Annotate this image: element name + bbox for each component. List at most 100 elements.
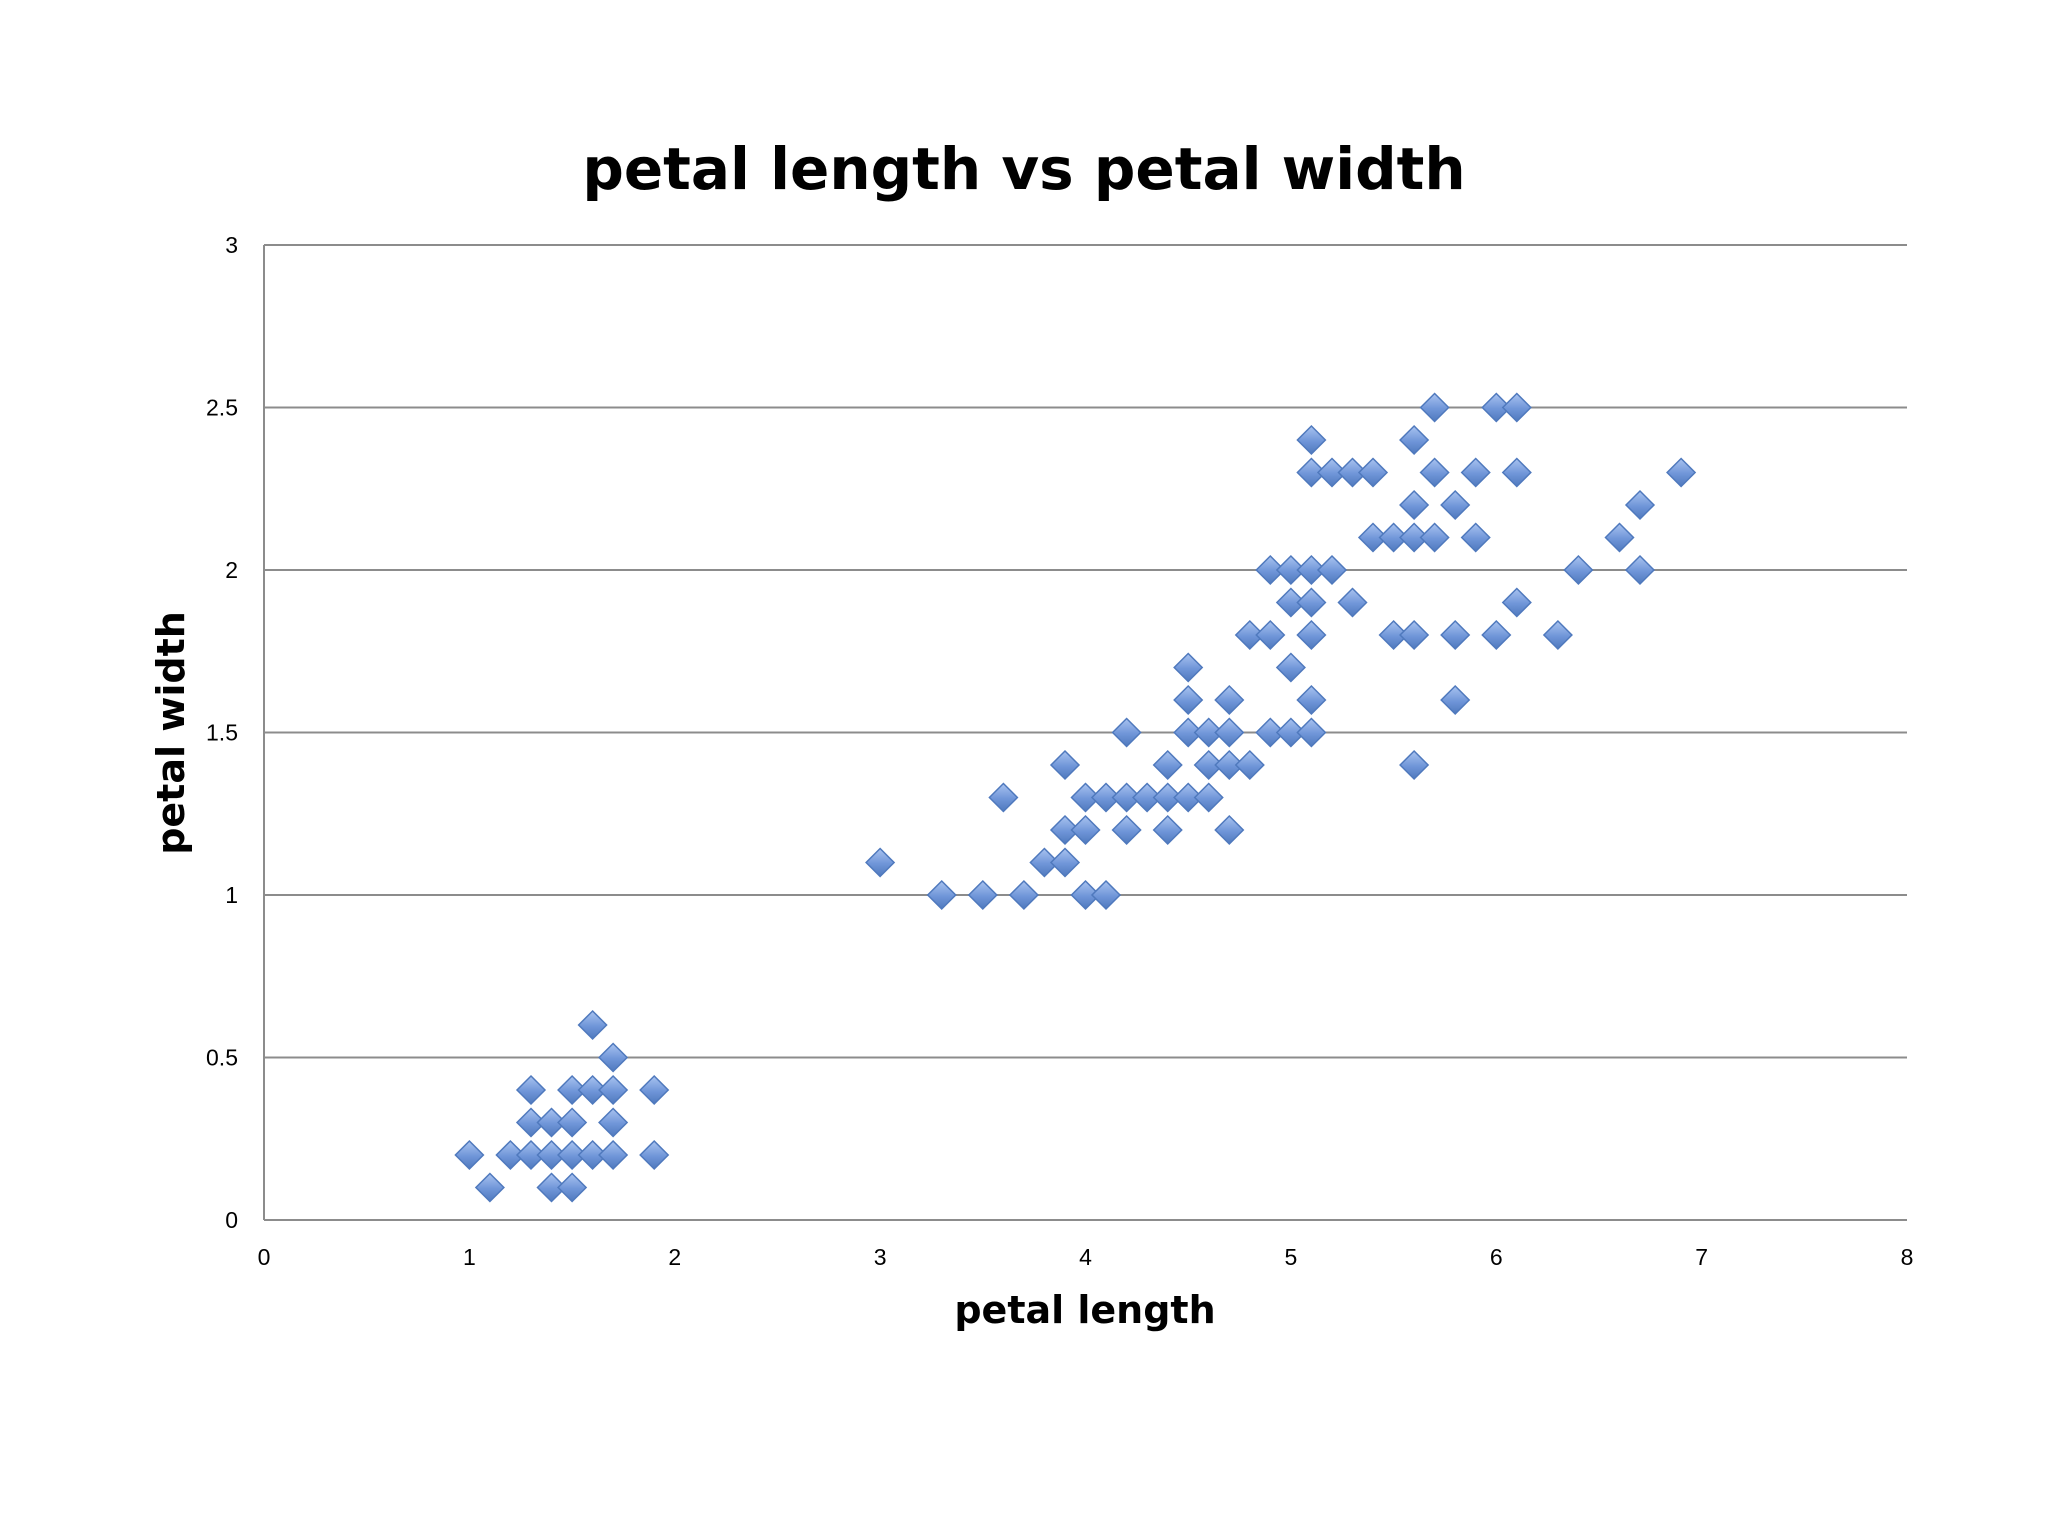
data-point [1501, 587, 1532, 618]
data-point [1049, 814, 1081, 846]
data-point [1296, 717, 1327, 748]
data-point [1111, 814, 1142, 846]
y-tick-label: 1.5 [206, 720, 238, 746]
data-point [1399, 619, 1430, 651]
data-point [557, 1107, 588, 1138]
data-point [1501, 392, 1532, 423]
data-point [1296, 457, 1327, 488]
data-point [1111, 717, 1142, 748]
data-point [1378, 619, 1409, 651]
data-point [1152, 749, 1183, 781]
data-point [1296, 619, 1327, 651]
data-point [1563, 554, 1594, 586]
data-point [1152, 814, 1183, 846]
data-point [1090, 879, 1122, 911]
data-point [1090, 782, 1122, 813]
x-tick-label: 7 [1695, 1244, 1708, 1270]
data-point [1399, 522, 1430, 553]
x-tick-labels: 0 1 2 3 4 5 6 7 8 [258, 1244, 1914, 1270]
data-point [1049, 847, 1081, 878]
data-point [474, 1172, 505, 1203]
data-point [1275, 652, 1306, 683]
data-point [1624, 489, 1656, 521]
data-point [1337, 587, 1368, 618]
data-point [577, 1074, 608, 1106]
data-point [1070, 814, 1101, 846]
x-tick-label: 8 [1901, 1244, 1914, 1270]
y-tick-label: 1 [225, 882, 238, 908]
data-point [1255, 619, 1286, 651]
data-point [639, 1139, 670, 1171]
data-point [1070, 879, 1101, 911]
data-point [1275, 587, 1306, 618]
x-tick-label: 2 [668, 1244, 681, 1270]
data-point [1029, 847, 1060, 878]
data-point [1214, 749, 1245, 781]
data-points [454, 392, 1697, 1203]
data-point [454, 1139, 485, 1171]
data-point [1234, 749, 1265, 781]
data-point [515, 1074, 547, 1106]
data-point [1173, 782, 1204, 813]
data-point [1378, 522, 1409, 553]
y-tick-labels: 0 0.5 1 1.5 2 2.5 3 [206, 232, 238, 1233]
data-point [1542, 619, 1573, 651]
data-point [1460, 522, 1491, 553]
data-point [577, 1009, 608, 1041]
data-point [1049, 749, 1081, 781]
data-point [1173, 717, 1204, 748]
data-point [1399, 489, 1430, 521]
data-point [536, 1107, 567, 1138]
data-point [865, 847, 896, 878]
data-point [1440, 489, 1471, 521]
data-point [1255, 554, 1286, 586]
y-axis-label: petal width [149, 611, 193, 855]
data-point [1132, 782, 1163, 813]
data-point [1296, 684, 1327, 716]
data-point [1193, 782, 1224, 813]
data-point [1296, 554, 1327, 586]
y-tick-label: 2.5 [206, 395, 238, 421]
data-point [598, 1107, 629, 1138]
x-tick-label: 6 [1490, 1244, 1503, 1270]
data-point [1357, 457, 1389, 488]
data-point [1296, 587, 1327, 618]
data-point [1337, 457, 1368, 488]
data-point [1316, 554, 1348, 586]
data-point [1111, 782, 1142, 813]
data-point [598, 1042, 629, 1073]
x-tick-label: 1 [463, 1244, 476, 1270]
x-tick-label: 3 [874, 1244, 887, 1270]
data-point [1316, 457, 1348, 488]
data-point [1255, 717, 1286, 748]
data-point [1070, 782, 1101, 813]
data-point [988, 782, 1019, 813]
data-point [557, 1139, 588, 1171]
data-point [1481, 619, 1512, 651]
data-point [557, 1172, 588, 1203]
data-point [1214, 814, 1245, 846]
data-point [1419, 392, 1450, 423]
data-point [536, 1172, 567, 1203]
data-point [1399, 424, 1430, 456]
data-point [557, 1074, 588, 1106]
data-point [536, 1139, 567, 1171]
data-point [1193, 749, 1224, 781]
data-point [1399, 749, 1430, 781]
data-point [926, 879, 957, 911]
data-point [1624, 554, 1656, 586]
data-point [515, 1107, 547, 1138]
x-axis-label: petal length [954, 1288, 1215, 1332]
data-point [1604, 522, 1635, 553]
data-point [1460, 457, 1491, 488]
y-tick-label: 0.5 [206, 1045, 238, 1071]
y-tick-label: 2 [225, 557, 238, 583]
data-point [495, 1139, 526, 1171]
gridlines [264, 244, 1907, 1059]
y-tick-label: 0 [225, 1207, 238, 1233]
data-point [1275, 554, 1306, 586]
data-point [1440, 684, 1471, 716]
data-point [1008, 879, 1039, 911]
data-point [1275, 717, 1306, 748]
